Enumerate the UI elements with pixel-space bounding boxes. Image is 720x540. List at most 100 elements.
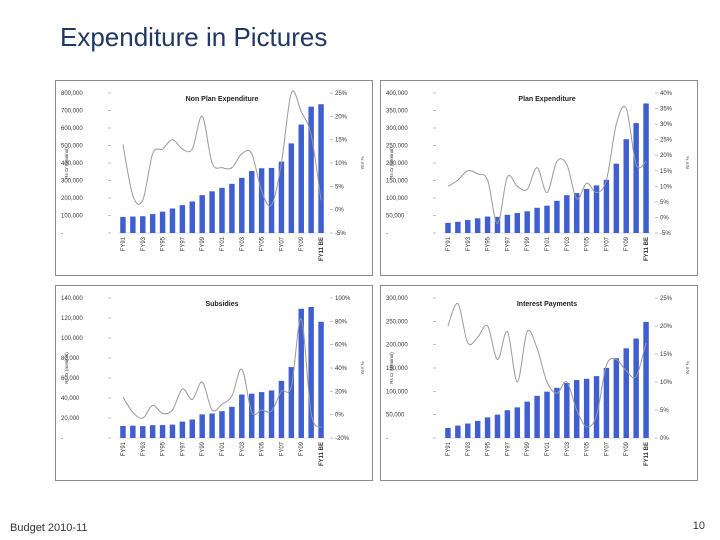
x-tick-label: FY97 bbox=[505, 236, 511, 251]
bar bbox=[209, 191, 215, 233]
y2-tick-label: 20% bbox=[660, 153, 673, 159]
bar bbox=[603, 367, 610, 438]
x-tick-label: FY93 bbox=[466, 441, 472, 456]
bar bbox=[229, 183, 235, 233]
y-tick-label: - bbox=[386, 436, 388, 442]
y2-tick-label: 20% bbox=[660, 324, 673, 330]
x-tick-label: FY11 BE bbox=[644, 442, 650, 466]
bar bbox=[474, 420, 481, 438]
y2-tick-label: -20% bbox=[335, 436, 350, 442]
bar bbox=[633, 338, 639, 438]
x-tick-label: FY03 bbox=[240, 441, 246, 456]
bar bbox=[554, 387, 560, 438]
bar bbox=[258, 392, 265, 438]
bar bbox=[229, 406, 235, 438]
y-tick-label: 20,000 bbox=[61, 416, 80, 422]
y2-tick-label: 25% bbox=[660, 296, 673, 302]
bar bbox=[268, 167, 275, 233]
x-tick-label: FY91 bbox=[121, 236, 127, 251]
bar bbox=[179, 205, 186, 233]
x-tick-label: FY01 bbox=[220, 236, 226, 251]
bar bbox=[159, 211, 166, 233]
x-tick-label: FY93 bbox=[466, 236, 472, 251]
bar bbox=[564, 195, 570, 233]
y-tick-label: 50,000 bbox=[386, 214, 405, 220]
chart-panel-plan: Plan Expenditure - 50,000 100,000 150,000 200… bbox=[380, 80, 698, 276]
growth-line bbox=[447, 303, 647, 428]
bar bbox=[169, 424, 176, 438]
chart-title: Non Plan Expenditure bbox=[186, 96, 259, 103]
bar bbox=[189, 419, 196, 438]
bar bbox=[613, 358, 620, 438]
y-axis-label: Rs Cr (nominal) bbox=[64, 352, 69, 384]
bar bbox=[445, 222, 451, 233]
growth-line bbox=[447, 105, 647, 225]
y-tick-label: 350,000 bbox=[386, 109, 408, 115]
y2-tick-label: 80% bbox=[335, 319, 348, 325]
bar bbox=[583, 188, 590, 233]
y-tick-label: 50,000 bbox=[386, 413, 405, 419]
bar bbox=[308, 307, 314, 438]
y2-tick-label: 25% bbox=[335, 91, 348, 97]
bar bbox=[120, 216, 126, 233]
y2-tick-label: 0% bbox=[660, 215, 669, 221]
x-tick-label: FY95 bbox=[161, 441, 167, 456]
bar bbox=[504, 410, 511, 438]
x-tick-label: FY03 bbox=[565, 441, 571, 456]
bar bbox=[524, 211, 530, 233]
bar bbox=[544, 391, 550, 438]
x-tick-label: FY99 bbox=[525, 236, 531, 251]
bar bbox=[239, 177, 245, 233]
bar bbox=[484, 417, 491, 438]
x-tick-label: FY01 bbox=[545, 236, 551, 251]
bar bbox=[258, 168, 265, 233]
x-tick-label: FY09 bbox=[624, 441, 630, 456]
y-tick-label: 500,000 bbox=[61, 144, 83, 150]
x-tick-label: FY05 bbox=[585, 441, 591, 456]
chart-panel-interest: Interest Payments - 50,000 100,000 150,000 20… bbox=[380, 285, 698, 481]
bar bbox=[298, 308, 304, 438]
bar bbox=[613, 163, 620, 233]
bar bbox=[308, 106, 314, 233]
x-tick-label: FY91 bbox=[121, 441, 127, 456]
y-tick-label: - bbox=[61, 436, 63, 442]
y2-tick-label: 0% bbox=[660, 436, 669, 442]
bar bbox=[318, 104, 324, 233]
x-tick-label: FY09 bbox=[299, 441, 305, 456]
x-tick-label: FY95 bbox=[486, 236, 492, 251]
bar bbox=[455, 221, 461, 233]
x-tick-label: FY05 bbox=[260, 441, 266, 456]
bar bbox=[484, 216, 491, 233]
y2-axis-label: YoY % bbox=[360, 361, 365, 374]
bar bbox=[623, 348, 629, 438]
chart-title: Subsidies bbox=[205, 301, 238, 308]
y2-tick-label: 0% bbox=[335, 413, 344, 419]
y-tick-label: 400,000 bbox=[61, 161, 83, 167]
bar bbox=[474, 218, 481, 233]
bar bbox=[120, 426, 126, 438]
y-tick-label: 140,000 bbox=[61, 296, 83, 302]
x-tick-label: FY01 bbox=[220, 441, 226, 456]
bar bbox=[593, 185, 600, 233]
x-tick-label: FY91 bbox=[446, 236, 452, 251]
y2-tick-label: 0% bbox=[335, 208, 344, 214]
bar bbox=[248, 171, 255, 233]
y2-axis-label: YoY % bbox=[360, 156, 365, 169]
bar bbox=[130, 425, 136, 438]
chart-title: Interest Payments bbox=[517, 301, 577, 308]
y2-tick-label: -5% bbox=[335, 231, 346, 237]
bar bbox=[554, 200, 560, 233]
x-tick-label: FY95 bbox=[486, 441, 492, 456]
bar bbox=[643, 321, 649, 438]
y-axis-label: Rs Cr (nominal) bbox=[64, 147, 69, 179]
bar bbox=[534, 395, 540, 438]
y2-tick-label: -5% bbox=[660, 231, 671, 237]
bar bbox=[278, 380, 285, 438]
y-tick-label: - bbox=[386, 231, 388, 237]
bar bbox=[593, 376, 600, 438]
x-tick-label: FY07 bbox=[604, 441, 610, 456]
y-tick-label: 300,000 bbox=[386, 296, 408, 302]
bar bbox=[179, 421, 186, 438]
bar bbox=[465, 220, 471, 233]
bar bbox=[573, 193, 580, 233]
